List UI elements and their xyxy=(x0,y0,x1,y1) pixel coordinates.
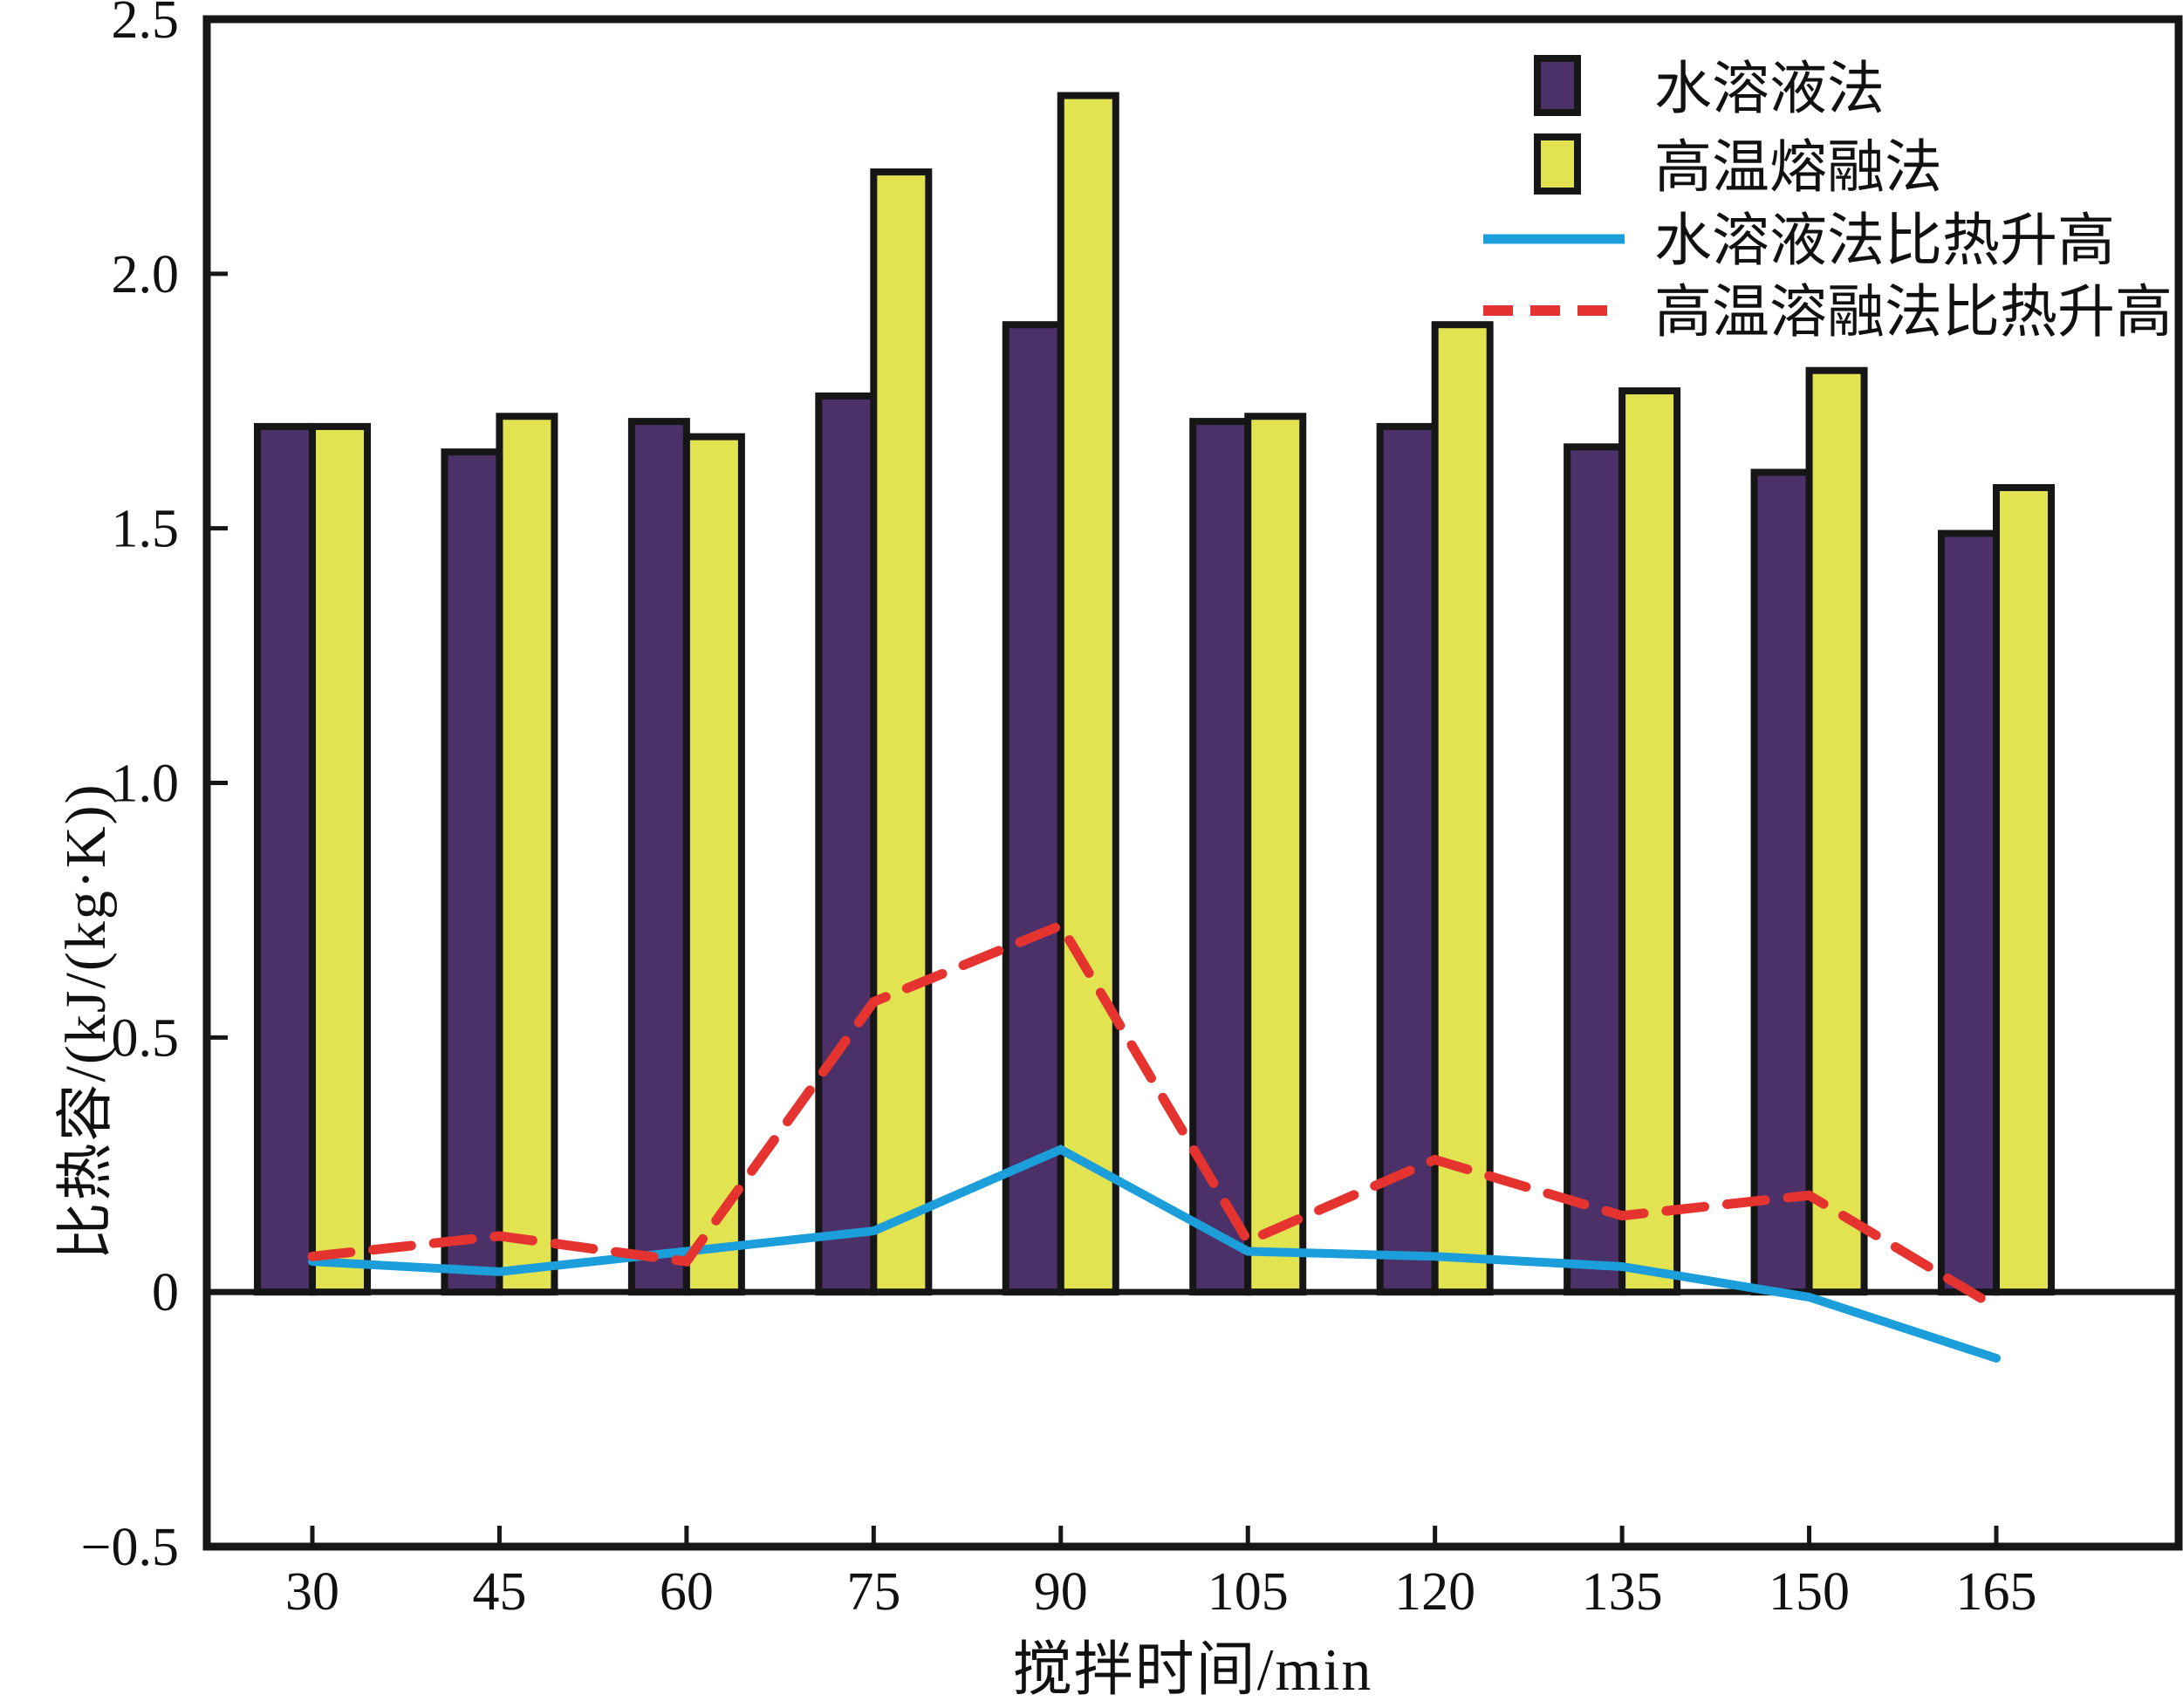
x-tick-label: 150 xyxy=(1769,1562,1850,1622)
bar-series1-90 xyxy=(1002,321,1064,1296)
bar-series2-30 xyxy=(309,422,371,1296)
line-series2 xyxy=(307,919,2002,1313)
bar-series2-45 xyxy=(496,413,558,1296)
bar-series1-45 xyxy=(441,448,503,1296)
x-tick-label: 75 xyxy=(846,1562,900,1622)
y-tick-label: 0 xyxy=(152,1263,179,1322)
bar-series2-75 xyxy=(870,168,933,1296)
y-tick-label: 0.5 xyxy=(112,1008,180,1068)
bar-series1-60 xyxy=(627,418,690,1296)
bar-series1-150 xyxy=(1750,468,1813,1296)
y-tick-label: −0.5 xyxy=(81,1518,179,1577)
legend-swatch-1 xyxy=(1534,55,1581,116)
x-tick-label: 165 xyxy=(1956,1562,2037,1622)
x-tick-label: 120 xyxy=(1394,1562,1475,1622)
bar-series1-30 xyxy=(254,422,316,1296)
bar-series2-90 xyxy=(1057,92,1119,1296)
x-axis-title: 搅拌时间/min xyxy=(1012,1636,1373,1703)
line-series1 xyxy=(308,1144,2001,1363)
bar-series2-135 xyxy=(1618,387,1681,1296)
bar-series2-120 xyxy=(1431,321,1494,1296)
legend-label-1: 水溶液法 xyxy=(1654,58,1885,121)
bar-series2-105 xyxy=(1244,413,1307,1296)
y-tick-label: 2.5 xyxy=(112,0,180,50)
legend-label-4: 高温溶融法比热升高 xyxy=(1654,281,2173,345)
legend-label-3: 水溶液法比热升高 xyxy=(1654,209,2115,273)
x-tick-label: 30 xyxy=(285,1562,339,1622)
bar-series1-135 xyxy=(1564,443,1626,1296)
bar-series2-60 xyxy=(682,433,745,1296)
x-tick-label: 105 xyxy=(1208,1562,1289,1622)
bar-series2-150 xyxy=(1805,366,1868,1296)
legend-swatch-2 xyxy=(1534,133,1581,195)
x-tick-label: 60 xyxy=(660,1562,714,1622)
x-tick-label: 45 xyxy=(472,1562,526,1622)
y-tick-label: 1.5 xyxy=(112,500,180,559)
x-tick-label: 90 xyxy=(1034,1562,1088,1622)
bar-series1-165 xyxy=(1938,529,2000,1296)
bar-series2-165 xyxy=(1993,483,2055,1296)
y-axis-title: 比热容/(kJ/(kg·K)) xyxy=(54,782,118,1261)
y-tick-label: 1.0 xyxy=(112,755,180,814)
y-tick-label: 2.0 xyxy=(112,245,180,304)
legend-label-2: 高温熔融法 xyxy=(1654,136,1942,200)
bar-series1-75 xyxy=(815,392,878,1296)
x-tick-label: 135 xyxy=(1582,1562,1663,1622)
